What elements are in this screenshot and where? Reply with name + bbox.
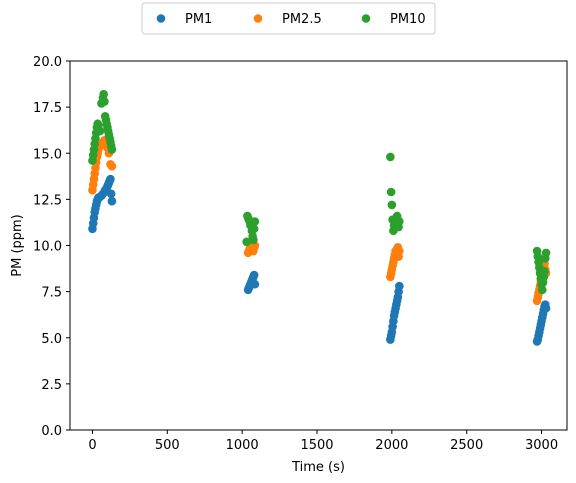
data-point bbox=[386, 187, 396, 197]
data-point bbox=[541, 248, 551, 258]
x-axis-label: Time (s) bbox=[291, 460, 345, 475]
data-point bbox=[386, 152, 395, 162]
y-tick-label: 10.0 bbox=[33, 240, 62, 255]
x-tick-label: 500 bbox=[155, 438, 180, 453]
series-pm10 bbox=[88, 89, 551, 295]
data-point bbox=[107, 145, 117, 154]
data-point bbox=[107, 161, 117, 171]
legend-box bbox=[141, 2, 436, 35]
x-tick-label: 2500 bbox=[450, 438, 483, 453]
data-point bbox=[106, 189, 116, 199]
data-point bbox=[250, 279, 260, 289]
y-tick-label: 5.0 bbox=[41, 332, 62, 347]
data-point bbox=[249, 270, 259, 280]
legend-label: PM1 bbox=[185, 12, 212, 27]
plot-frame bbox=[69, 60, 568, 431]
data-point bbox=[395, 246, 404, 256]
legend-marker bbox=[253, 14, 263, 23]
series-pm25 bbox=[88, 136, 551, 306]
data-point bbox=[250, 217, 260, 226]
data-point bbox=[95, 126, 105, 136]
legend-label: PM10 bbox=[390, 12, 426, 27]
data-point bbox=[395, 281, 404, 291]
legend-marker bbox=[156, 14, 166, 23]
y-tick-label: 12.5 bbox=[33, 193, 62, 208]
data-point bbox=[249, 224, 259, 234]
data-point bbox=[99, 89, 108, 99]
y-tick-label: 17.5 bbox=[33, 101, 62, 116]
data-point bbox=[540, 267, 549, 276]
x-tick-label: 1000 bbox=[226, 438, 259, 453]
y-tick-label: 20.0 bbox=[33, 55, 62, 70]
y-axis-label: PM (ppm) bbox=[10, 214, 25, 277]
series-pm1 bbox=[88, 174, 551, 346]
legend-marker bbox=[361, 14, 371, 23]
data-points bbox=[88, 89, 551, 346]
data-point bbox=[100, 97, 109, 106]
data-point bbox=[242, 237, 251, 247]
y-tick-label: 15.0 bbox=[33, 147, 62, 162]
data-point bbox=[395, 217, 404, 226]
x-tick-label: 0 bbox=[88, 438, 96, 453]
x-tick-label: 2000 bbox=[375, 438, 408, 453]
legend-label: PM2.5 bbox=[282, 12, 322, 27]
y-tick-label: 7.5 bbox=[41, 286, 62, 301]
axes: 0 500 1000 1500 2000 2500 3000 0.0 2.5 5.0 7.5 10.0… bbox=[33, 55, 568, 453]
data-point bbox=[387, 200, 397, 210]
legend: PM1 PM2.5 PM10 bbox=[141, 2, 436, 35]
x-tick-label: 3000 bbox=[525, 438, 558, 453]
x-tick-label: 1500 bbox=[300, 438, 333, 453]
data-point bbox=[106, 174, 115, 184]
y-tick-label: 0.0 bbox=[41, 424, 62, 439]
y-tick-label: 2.5 bbox=[41, 378, 62, 393]
data-point bbox=[541, 303, 551, 313]
data-point bbox=[249, 235, 258, 245]
data-point bbox=[107, 196, 117, 206]
data-point bbox=[538, 285, 547, 295]
